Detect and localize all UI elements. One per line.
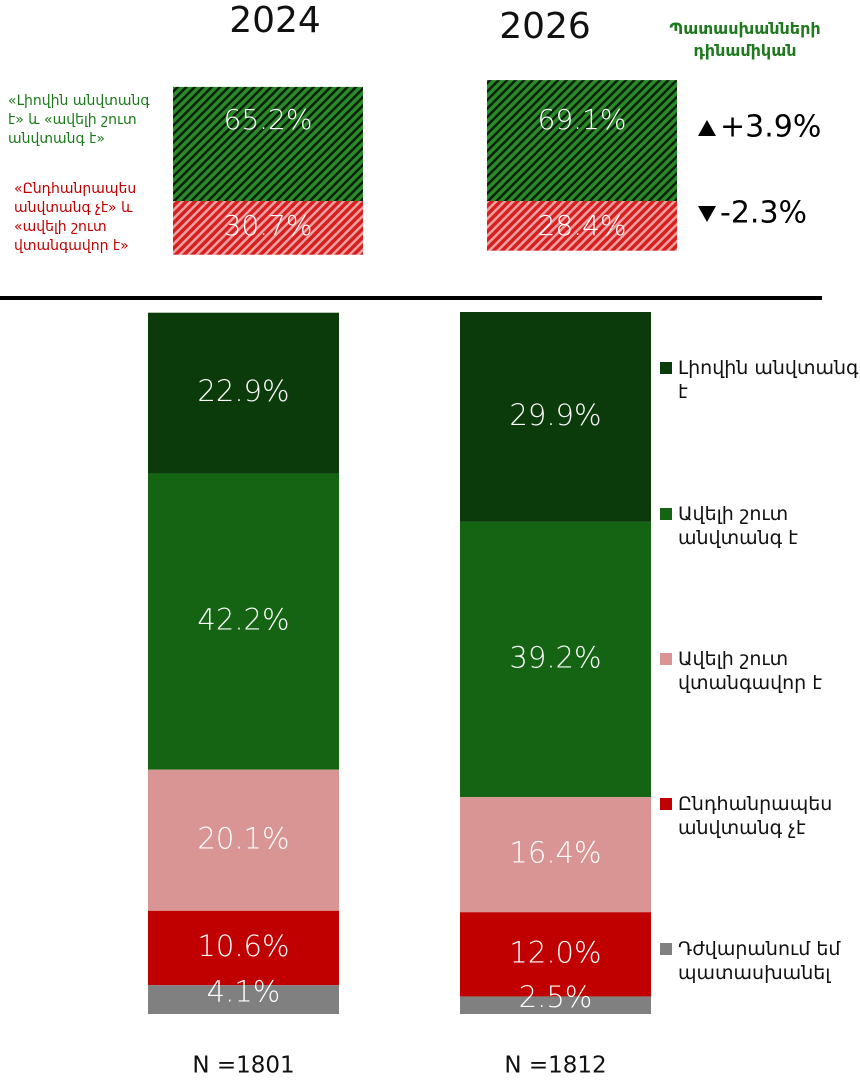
bar-segment	[460, 912, 651, 997]
bar-value-label: 20.1%	[197, 821, 289, 855]
bar-segment	[148, 312, 339, 474]
bar-value-label: 42.2%	[197, 603, 289, 637]
bar-segment	[148, 473, 339, 770]
bar-value-label: 16.4%	[509, 836, 601, 870]
change-label: -2.3%	[720, 196, 807, 231]
summary-bar	[487, 80, 677, 201]
bar-segment	[460, 521, 651, 798]
legend-label: Դժվարանում եմ պատասխանել	[678, 938, 841, 984]
bar-segment	[148, 910, 339, 986]
legend-swatch	[660, 653, 672, 665]
legend-swatch	[660, 943, 672, 955]
legend-label: Ընդհանրապես անվտանգ չէ	[678, 793, 833, 839]
summary-bar	[173, 201, 363, 255]
summary-bar	[173, 86, 363, 201]
legend-swatch	[660, 798, 672, 810]
series-label: «Ընդհանրապես անվտանգ չէ» և «ավելի շուտ վ…	[14, 181, 137, 254]
summary-bar	[487, 201, 677, 251]
legend-label: Լիովին անվտանգ է	[678, 357, 859, 403]
year-label: 2026	[499, 6, 591, 47]
x-tick-label: N =1801	[192, 1053, 294, 1079]
summary-value-label: 28.4%	[538, 209, 627, 242]
legend-label: Ավելի շուտ վտանգավոր է	[678, 648, 823, 694]
bar-value-label: 10.6%	[197, 929, 289, 963]
bar-segment	[148, 769, 339, 911]
legend-swatch	[660, 508, 672, 520]
bar-value-label: 4.1%	[207, 975, 281, 1009]
bar-segment	[148, 985, 339, 1014]
bar-value-label: 22.9%	[197, 374, 289, 408]
bar-segment	[460, 996, 651, 1014]
change-arrow	[698, 120, 716, 136]
year-label: 2024	[229, 0, 321, 41]
bar-segment	[460, 312, 651, 522]
change-label: +3.9%	[720, 110, 821, 145]
x-tick-label: N =1812	[504, 1053, 606, 1079]
summary-value-label: 30.7%	[224, 209, 313, 242]
bar-segment	[460, 797, 651, 913]
summary-value-label: 69.1%	[538, 103, 627, 136]
legend-label: Ավելի շուտ անվտանգ է	[678, 503, 798, 549]
bar-value-label: 39.2%	[509, 640, 601, 674]
bar-value-label: 29.9%	[509, 398, 601, 432]
bar-value-label: 2.5%	[519, 980, 593, 1014]
summary-title: Պատասխանների դինամիկան	[669, 19, 821, 60]
change-arrow	[698, 206, 716, 222]
series-label: «Լիովին անվտանգ է» և «ավելի շուտ անվտանգ…	[8, 93, 150, 147]
summary-value-label: 65.2%	[224, 103, 313, 136]
bar-value-label: 12.0%	[509, 935, 601, 969]
legend-swatch	[660, 362, 672, 374]
